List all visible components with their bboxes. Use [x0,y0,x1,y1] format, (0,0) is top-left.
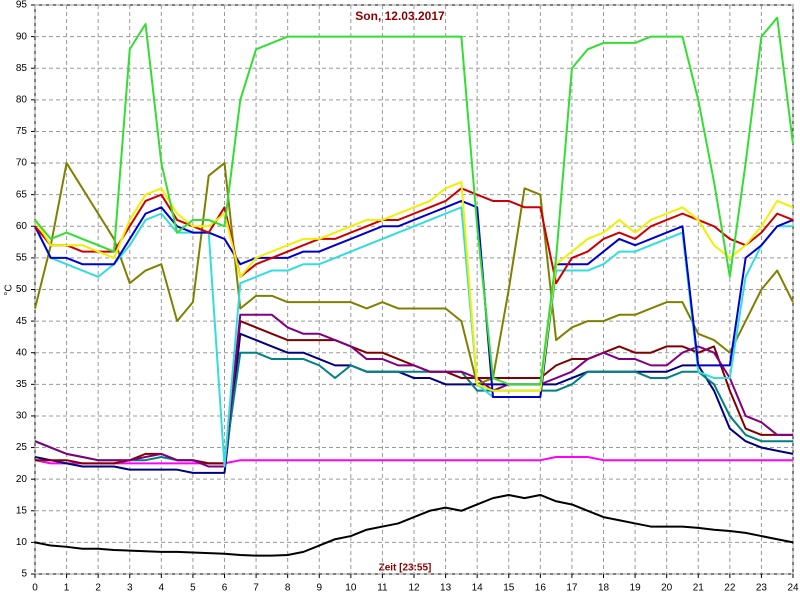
x-tick-label: 22 [724,583,736,594]
x-tick-label: 17 [566,583,578,594]
y-tick-label: 85 [16,63,28,74]
series-line [34,493,794,557]
chart-title: Son, 12.03.2017 [355,9,445,23]
x-tick-label: 16 [535,583,547,594]
series-line [34,162,794,386]
x-tick-label: 12 [408,583,420,594]
x-tick-label: 0 [32,583,38,594]
x-tick-label: 19 [630,583,642,594]
x-tick-label: 1 [64,583,70,594]
series-line [34,313,793,468]
x-tick-label: 10 [345,583,357,594]
x-tick-label: 11 [377,583,388,594]
y-tick-label: 5 [21,569,27,580]
y-tick-label: 30 [16,411,28,422]
series-line [34,199,794,398]
series-line [34,456,793,465]
x-tick-label: 5 [190,583,196,594]
y-tick-label: 50 [16,284,28,295]
x-tick-label: 18 [598,583,610,594]
y-tick-label: 60 [16,221,28,232]
x-tick-label: 13 [440,583,452,594]
y-tick-label: 20 [16,474,28,485]
y-tick-label: 10 [16,537,28,548]
x-tick-label: 23 [756,583,768,594]
y-tick-label: 90 [16,31,28,42]
y-tick-label: 65 [16,189,28,200]
x-tick-label: 14 [472,583,484,594]
y-tick-label: 80 [16,94,28,105]
x-tick-label: 7 [253,583,259,594]
x-axis-label: Zeit [23:55] [379,563,432,574]
y-tick-label: 25 [16,442,28,453]
x-tick-label: 15 [503,583,515,594]
x-tick-label: 4 [159,583,165,594]
series-line [34,206,793,468]
y-tick-label: 95 [16,0,28,11]
x-tick-label: 2 [95,583,101,594]
y-tick-label: 15 [16,505,28,516]
x-tick-label: 20 [661,583,673,594]
series-line [34,332,794,474]
series-line [34,351,793,465]
y-axis-label: °C [4,284,15,295]
x-tick-label: 24 [787,583,799,594]
x-tick-label: 6 [222,583,228,594]
series-line [34,16,794,386]
y-tick-label: 45 [16,316,28,327]
y-tick-label: 75 [16,126,28,137]
y-tick-label: 55 [16,253,28,264]
x-tick-label: 8 [285,583,291,594]
y-tick-label: 70 [16,158,28,169]
y-tick-label: 35 [16,379,28,390]
x-tick-label: 9 [316,583,322,594]
x-tick-label: 21 [693,583,705,594]
series-line [34,181,794,392]
x-tick-label: 3 [127,583,133,594]
series-line [34,187,794,285]
y-tick-label: 40 [16,347,28,358]
